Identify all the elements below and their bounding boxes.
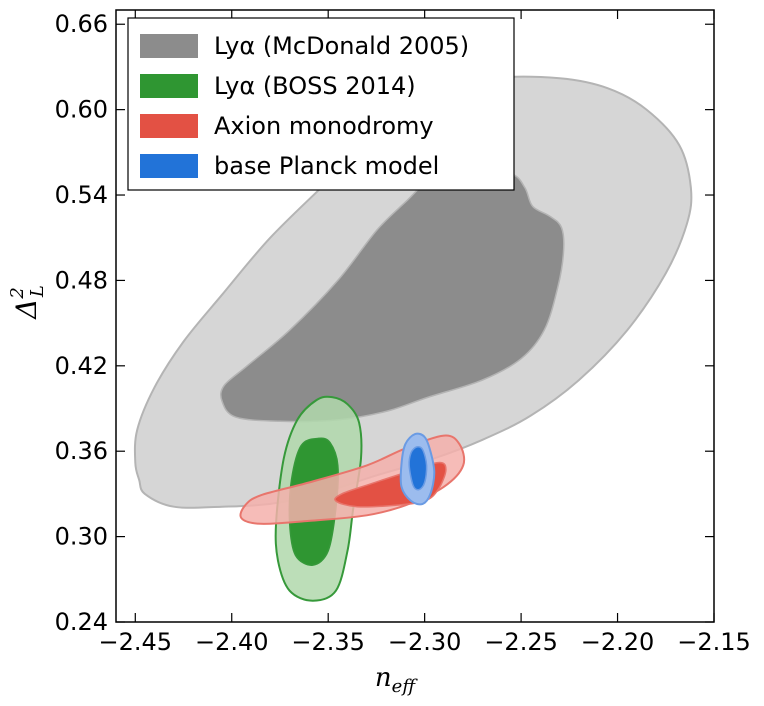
x-tick-label: −2.40 [195,628,269,656]
x-tick-label: −2.25 [484,628,558,656]
x-tick-label: −2.45 [99,628,173,656]
y-tick-label: 0.54 [55,181,108,209]
y-tick-label: 0.42 [55,352,108,380]
y-tick-label: 0.60 [55,96,108,124]
y-tick-label: 0.66 [55,10,108,38]
series-ly-mcdonald-2005 [133,75,693,509]
y-tick-label: 0.24 [55,608,108,636]
legend-swatch-base-planck-model [140,154,198,178]
x-tick-label: −2.15 [677,628,751,656]
svg-text:neff: neff [375,663,418,697]
legend-swatch-ly-mcdonald-2005 [140,34,198,58]
series-base-planck-model [399,432,436,506]
y-axis-label: Δ2L [7,285,48,320]
svg-text:Δ2L: Δ2L [7,285,48,320]
legend: Lyα (McDonald 2005) Lyα (BOSS 2014) Axion … [127,17,515,191]
contour-layer [133,75,693,602]
y-tick-label: 0.36 [55,437,108,465]
x-tick-label: −2.35 [291,628,365,656]
legend-label-ly-mcdonald-2005: Lyα (McDonald 2005) [214,32,469,60]
y-tick-label: 0.30 [55,523,108,551]
legend-swatch-axion-monodromy [140,114,198,138]
legend-label-base-planck-model: base Planck model [214,152,439,180]
plot-frame [115,9,715,623]
ly-mcdonald-2005-inner-contour [220,165,565,423]
base-planck-model-inner-contour [408,445,428,491]
legend-swatch-ly-boss-2014 [140,74,198,98]
legend-label-axion-monodromy: Axion monodromy [214,112,434,140]
x-axis-label: neff [375,663,418,697]
legend-label-ly-boss-2014: Lyα (BOSS 2014) [214,72,416,100]
y-tick-label: 0.48 [55,266,108,294]
x-tick-label: −2.30 [388,628,462,656]
x-tick-label: −2.20 [581,628,655,656]
ticks-layer: −2.45 −2.40 −2.35 −2.30 −2.25 −2.20 −2.15 0.24 0… [55,10,751,656]
